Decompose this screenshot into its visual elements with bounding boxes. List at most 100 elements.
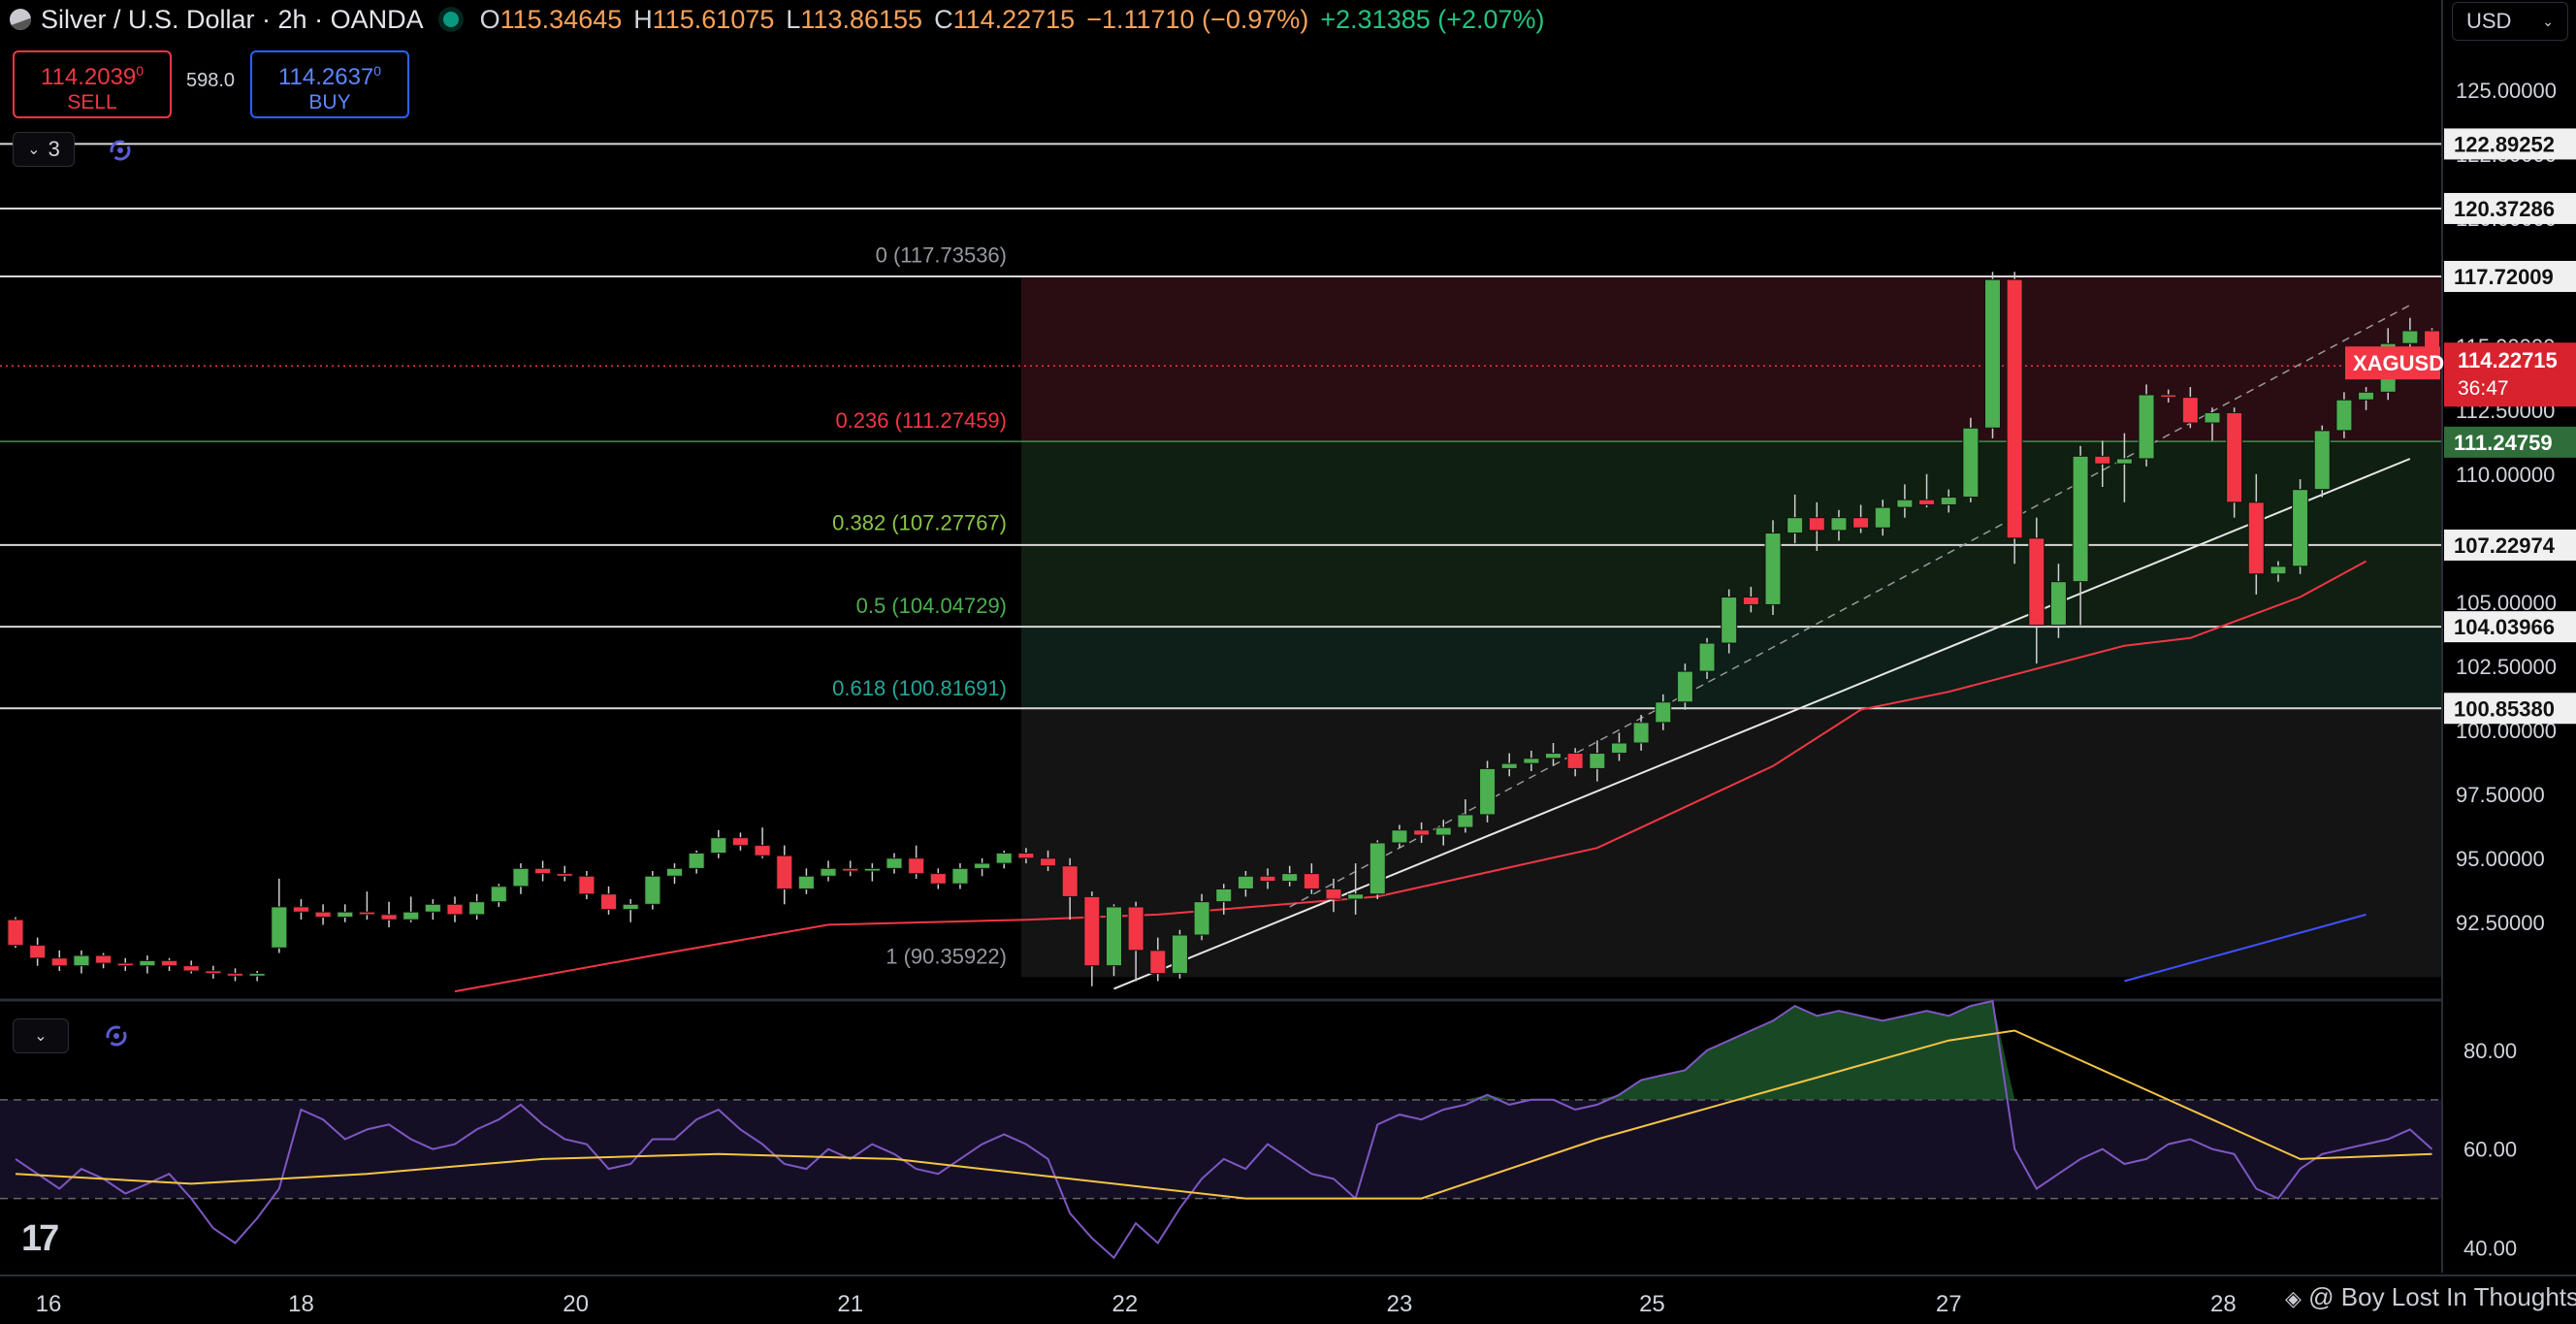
candle[interactable] bbox=[1830, 509, 1848, 541]
candle[interactable] bbox=[1061, 857, 1079, 920]
price-level-tag[interactable] bbox=[2444, 426, 2576, 458]
candle[interactable] bbox=[337, 904, 354, 922]
trendline[interactable] bbox=[1113, 458, 2411, 990]
candle[interactable] bbox=[248, 970, 266, 982]
symbol-title[interactable]: Silver / U.S. Dollar · 2h · OANDA bbox=[41, 4, 424, 34]
candle[interactable] bbox=[1896, 484, 1914, 518]
candle[interactable] bbox=[1325, 878, 1342, 913]
candle[interactable] bbox=[116, 957, 134, 971]
candle[interactable] bbox=[1171, 929, 1188, 979]
candle[interactable] bbox=[2313, 425, 2331, 498]
candle[interactable] bbox=[2006, 272, 2023, 565]
price-level-tag[interactable] bbox=[2444, 693, 2576, 725]
candle[interactable] bbox=[1940, 489, 1957, 513]
candle[interactable] bbox=[1984, 272, 2001, 438]
candle[interactable] bbox=[622, 899, 639, 922]
candle[interactable] bbox=[1852, 504, 1870, 533]
sell-button[interactable]: 114.20390 SELL bbox=[13, 50, 172, 118]
candle[interactable] bbox=[556, 865, 573, 882]
candle[interactable] bbox=[797, 868, 815, 894]
candle[interactable] bbox=[534, 860, 552, 882]
candle[interactable] bbox=[292, 899, 309, 920]
dashed-channel-line[interactable] bbox=[1289, 304, 2411, 908]
candle[interactable] bbox=[1523, 750, 1540, 772]
price-level-tag[interactable] bbox=[2444, 192, 2576, 224]
candle[interactable] bbox=[886, 853, 903, 874]
candle[interactable] bbox=[1347, 863, 1365, 915]
candle[interactable] bbox=[271, 878, 288, 953]
candle[interactable] bbox=[1391, 824, 1408, 849]
candle[interactable] bbox=[1215, 884, 1233, 915]
candle[interactable] bbox=[446, 896, 464, 922]
candle[interactable] bbox=[1106, 904, 1122, 977]
candle[interactable] bbox=[951, 863, 969, 889]
candle[interactable] bbox=[1017, 848, 1035, 864]
candle[interactable] bbox=[578, 871, 596, 900]
candle[interactable] bbox=[1764, 520, 1782, 615]
market-status-icon[interactable] bbox=[442, 12, 459, 27]
candle[interactable] bbox=[205, 965, 222, 979]
candle[interactable] bbox=[1237, 871, 1254, 897]
candle[interactable] bbox=[468, 893, 486, 920]
candle[interactable] bbox=[1610, 732, 1627, 761]
candle[interactable] bbox=[2401, 317, 2419, 352]
candle[interactable] bbox=[2138, 384, 2155, 467]
candle[interactable] bbox=[1721, 589, 1738, 654]
price-level-tag[interactable] bbox=[2444, 260, 2576, 292]
candle[interactable] bbox=[1787, 494, 1804, 544]
candle[interactable] bbox=[908, 845, 925, 879]
candle[interactable] bbox=[2204, 407, 2221, 441]
candle[interactable] bbox=[1413, 822, 1431, 843]
candle[interactable] bbox=[995, 850, 1013, 869]
candle[interactable] bbox=[29, 937, 47, 966]
rsi-sync-icon[interactable] bbox=[103, 1022, 130, 1050]
candle[interactable] bbox=[1918, 473, 1936, 508]
current-price-tag[interactable] bbox=[2444, 342, 2576, 407]
candle[interactable] bbox=[2072, 445, 2089, 626]
candle[interactable] bbox=[2160, 389, 2177, 403]
price-level-tag[interactable] bbox=[2444, 611, 2576, 643]
candle[interactable] bbox=[1655, 694, 1672, 730]
candle[interactable] bbox=[182, 960, 200, 974]
candle[interactable] bbox=[1479, 760, 1497, 823]
candle[interactable] bbox=[2247, 473, 2265, 595]
candle[interactable] bbox=[1742, 586, 1759, 613]
candle[interactable] bbox=[402, 896, 420, 922]
candle[interactable] bbox=[490, 884, 507, 907]
candle[interactable] bbox=[358, 891, 375, 920]
candle[interactable] bbox=[1259, 868, 1276, 889]
candle[interactable] bbox=[512, 863, 530, 894]
indicators-toggle-button[interactable]: ⌄ 3 bbox=[13, 132, 75, 167]
candle[interactable] bbox=[820, 860, 837, 882]
candle[interactable] bbox=[754, 827, 771, 858]
candle[interactable] bbox=[314, 904, 332, 925]
candle[interactable] bbox=[1040, 850, 1057, 871]
candle[interactable] bbox=[1962, 417, 1980, 502]
candle[interactable] bbox=[161, 957, 178, 971]
candle[interactable] bbox=[600, 886, 618, 915]
candle[interactable] bbox=[1566, 748, 1584, 777]
candle[interactable] bbox=[974, 857, 991, 877]
candle[interactable] bbox=[1589, 740, 1606, 782]
price-axis[interactable]: 125.00000122.50000120.00000117.50000115.… bbox=[2345, 0, 2576, 1324]
candle[interactable] bbox=[1676, 663, 1693, 710]
buy-button[interactable]: 114.26370 BUY bbox=[250, 50, 409, 118]
candle[interactable] bbox=[2292, 479, 2309, 574]
candle[interactable] bbox=[1500, 753, 1518, 777]
candle[interactable] bbox=[73, 950, 90, 974]
candle[interactable] bbox=[1193, 893, 1210, 941]
candle[interactable] bbox=[1874, 500, 1891, 536]
candle[interactable] bbox=[2226, 407, 2243, 518]
candle[interactable] bbox=[2335, 392, 2353, 438]
candle[interactable] bbox=[1457, 799, 1474, 833]
candle[interactable] bbox=[2094, 440, 2111, 487]
candle[interactable] bbox=[776, 845, 793, 905]
candle[interactable] bbox=[380, 901, 398, 928]
candle[interactable] bbox=[929, 868, 947, 889]
candle[interactable] bbox=[688, 850, 705, 874]
candle[interactable] bbox=[1368, 840, 1386, 900]
candle[interactable] bbox=[2358, 387, 2375, 410]
candle[interactable] bbox=[1698, 637, 1716, 679]
candle[interactable] bbox=[7, 917, 24, 949]
candle[interactable] bbox=[1545, 743, 1562, 766]
